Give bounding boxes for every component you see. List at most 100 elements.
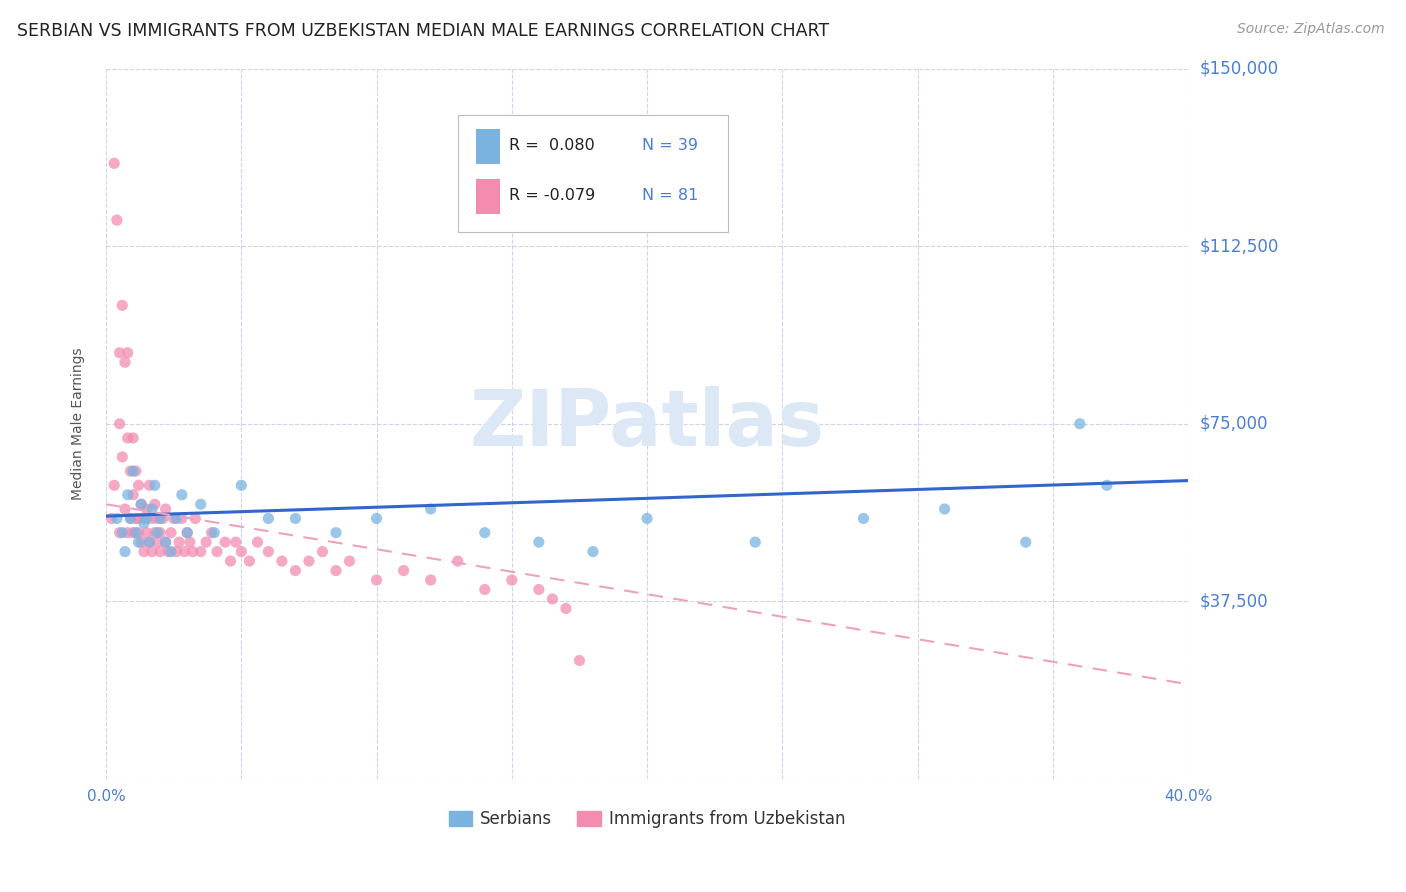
- Point: [160, 525, 183, 540]
- Point: [128, 535, 150, 549]
- Point: [132, 544, 155, 558]
- Point: [636, 511, 658, 525]
- Point: [568, 654, 591, 668]
- Point: [114, 544, 136, 558]
- Point: [474, 525, 496, 540]
- Point: [120, 464, 142, 478]
- Point: [195, 535, 218, 549]
- Legend: Serbians, Immigrants from Uzbekistan: Serbians, Immigrants from Uzbekistan: [441, 803, 852, 835]
- Point: [149, 511, 172, 525]
- Text: N = 81: N = 81: [641, 187, 697, 202]
- Point: [105, 511, 128, 525]
- Point: [238, 554, 260, 568]
- Point: [225, 535, 247, 549]
- Point: [246, 535, 269, 549]
- Point: [141, 502, 163, 516]
- Point: [143, 525, 166, 540]
- Point: [149, 525, 172, 540]
- Point: [190, 497, 212, 511]
- Point: [1069, 417, 1091, 431]
- Point: [179, 535, 201, 549]
- Point: [138, 478, 160, 492]
- Point: [135, 502, 157, 516]
- Point: [108, 345, 131, 359]
- Point: [111, 298, 134, 312]
- Point: [117, 488, 139, 502]
- Point: [527, 582, 550, 597]
- Text: $112,500: $112,500: [1199, 237, 1278, 255]
- Point: [132, 511, 155, 525]
- Point: [103, 478, 125, 492]
- Text: N = 39: N = 39: [641, 138, 697, 153]
- Point: [325, 525, 347, 540]
- Point: [149, 544, 172, 558]
- Point: [122, 488, 145, 502]
- FancyBboxPatch shape: [477, 129, 501, 164]
- Point: [135, 525, 157, 540]
- Point: [120, 511, 142, 525]
- FancyBboxPatch shape: [458, 115, 728, 232]
- Point: [181, 544, 204, 558]
- Point: [114, 355, 136, 369]
- Point: [155, 502, 177, 516]
- Point: [128, 478, 150, 492]
- Point: [122, 431, 145, 445]
- Point: [129, 535, 152, 549]
- Point: [141, 544, 163, 558]
- Point: [105, 213, 128, 227]
- Point: [284, 511, 307, 525]
- Point: [205, 544, 228, 558]
- Point: [138, 535, 160, 549]
- Point: [155, 535, 177, 549]
- Point: [117, 525, 139, 540]
- Point: [163, 511, 186, 525]
- Point: [541, 591, 564, 606]
- Point: [152, 511, 174, 525]
- Point: [146, 525, 169, 540]
- Point: [114, 502, 136, 516]
- Point: [167, 535, 190, 549]
- Point: [108, 417, 131, 431]
- Point: [111, 450, 134, 464]
- Point: [852, 511, 875, 525]
- Text: R = -0.079: R = -0.079: [509, 187, 595, 202]
- Point: [122, 525, 145, 540]
- Point: [173, 544, 195, 558]
- Text: $37,500: $37,500: [1199, 592, 1268, 610]
- Point: [128, 511, 150, 525]
- Text: R =  0.080: R = 0.080: [509, 138, 595, 153]
- Point: [298, 554, 321, 568]
- Point: [200, 525, 222, 540]
- Point: [1095, 478, 1118, 492]
- Point: [129, 497, 152, 511]
- Point: [554, 601, 576, 615]
- Point: [111, 525, 134, 540]
- Point: [474, 582, 496, 597]
- Point: [141, 511, 163, 525]
- Text: $150,000: $150,000: [1199, 60, 1278, 78]
- Point: [325, 564, 347, 578]
- Point: [744, 535, 766, 549]
- Point: [155, 535, 177, 549]
- Point: [582, 544, 605, 558]
- Point: [190, 544, 212, 558]
- Point: [125, 525, 148, 540]
- Text: SERBIAN VS IMMIGRANTS FROM UZBEKISTAN MEDIAN MALE EARNINGS CORRELATION CHART: SERBIAN VS IMMIGRANTS FROM UZBEKISTAN ME…: [17, 22, 830, 40]
- Point: [117, 431, 139, 445]
- Point: [122, 464, 145, 478]
- Point: [257, 511, 280, 525]
- Text: Source: ZipAtlas.com: Source: ZipAtlas.com: [1237, 22, 1385, 37]
- Point: [231, 544, 253, 558]
- Point: [1015, 535, 1038, 549]
- Text: ZIPatlas: ZIPatlas: [470, 385, 824, 462]
- Point: [135, 511, 157, 525]
- Point: [157, 544, 180, 558]
- Point: [108, 525, 131, 540]
- Point: [202, 525, 225, 540]
- Point: [143, 478, 166, 492]
- Point: [125, 464, 148, 478]
- Point: [231, 478, 253, 492]
- Point: [146, 511, 169, 525]
- Point: [339, 554, 361, 568]
- Point: [392, 564, 415, 578]
